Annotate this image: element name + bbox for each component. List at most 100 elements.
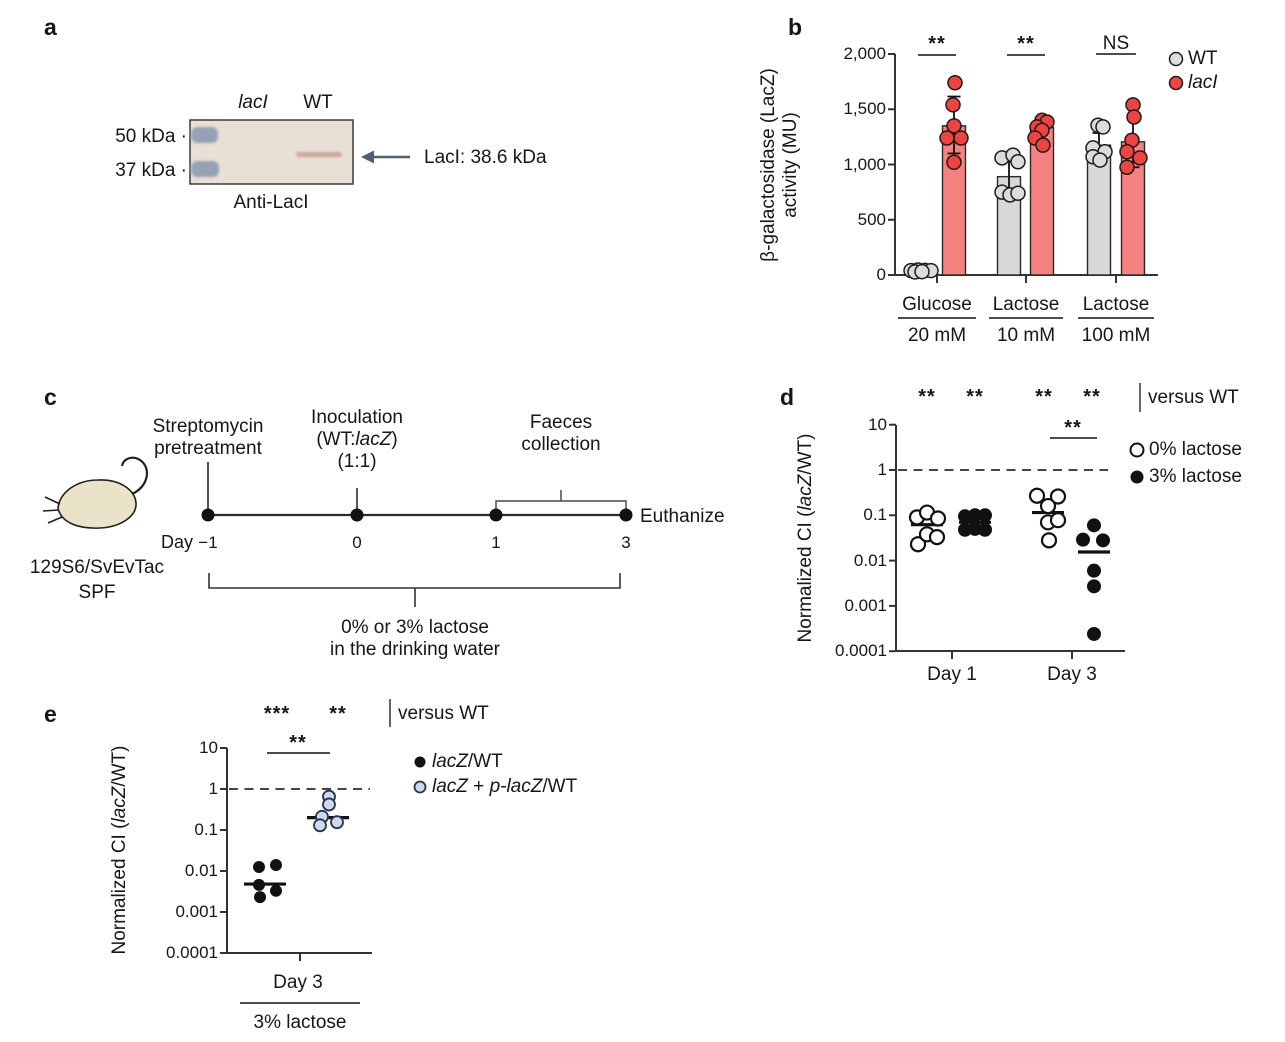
panel-e-sig-1: ** <box>329 703 347 725</box>
panel-d-x-label-Day 3: Day 3 <box>1047 664 1097 685</box>
panel-e-y-axis-title: Normalized CI (lacZ/WT) <box>109 745 130 955</box>
panel-b-y-tick-label-1,500: 1,500 <box>843 99 886 119</box>
panel-d-legend-label-0: 0% lactose <box>1149 439 1242 460</box>
lactose-period-bracket <box>208 573 621 589</box>
panel-b-letter: b <box>788 14 803 40</box>
lane-label-wt: WT <box>303 92 333 113</box>
panel-d-y-tick-label-0.0001: 0.0001 <box>835 641 887 661</box>
data-point-WT <box>1010 185 1026 201</box>
panel-b-group-label-Lactose: Lactose <box>1082 294 1150 315</box>
data-point-open <box>1049 512 1067 529</box>
panel-d-y-tick-label-1: 1 <box>877 460 887 479</box>
data-point-filled <box>978 522 992 537</box>
panel-b-legend-marker-WT <box>1168 51 1184 67</box>
day-tick-0: 0 <box>352 533 362 552</box>
faeces-line1: Faeces <box>529 412 593 433</box>
data-point-open <box>1049 488 1067 505</box>
water-line2: in the drinking water <box>329 639 501 660</box>
panel-b-conc-label-100 mM: 100 mM <box>1081 325 1151 346</box>
panel-d-y-tick-label-0.1: 0.1 <box>863 505 887 525</box>
panel-d-x-label-Day 1: Day 1 <box>927 664 977 685</box>
strain-line2: SPF <box>78 582 116 603</box>
faeces-collection-bracket <box>495 500 627 509</box>
panel-d-y-axis-title: Normalized CI (lacZ/WT) <box>795 433 816 643</box>
panel-e-x-label: Day 3 <box>273 972 323 993</box>
mouse-strain-label: 129S6/SvEvTac SPF <box>30 555 164 605</box>
data-point-filled <box>1087 518 1101 533</box>
panel-b-y-axis-title-line2: activity (MU) <box>780 112 801 218</box>
band-annotation: LacI: 38.6 kDa <box>424 147 547 168</box>
lactose-water-note: 0% or 3% lactose in the drinking water <box>330 617 500 661</box>
data-point-lacI <box>946 118 962 134</box>
data-point-open <box>1039 497 1057 515</box>
data-point-filled <box>270 884 282 897</box>
panel-b-y-tick-label-2,000: 2,000 <box>843 44 886 63</box>
timeline-dot-day-1 <box>489 508 503 522</box>
streptomycin-line2: pretreatment <box>154 438 262 459</box>
legend-marker-blue <box>413 780 427 794</box>
data-point-filled <box>253 878 265 891</box>
legend-marker-filled <box>1130 470 1144 484</box>
panel-b-y-tick-label-0: 0 <box>876 265 886 284</box>
legend-marker-filled <box>414 756 426 768</box>
timeline-dot-day-0 <box>350 508 364 522</box>
panel-e-y-tick-label-0.01: 0.01 <box>184 861 218 880</box>
panel-b-sig-stars: ** <box>1017 33 1035 55</box>
panel-e-comparison-stars: ** <box>289 732 307 754</box>
data-point-open <box>909 536 927 553</box>
panel-c-letter: c <box>44 384 57 410</box>
data-point-open <box>929 510 947 527</box>
panel-e-y-tick-label-0.001: 0.001 <box>175 902 218 921</box>
timeline-label-streptomycin: Streptomycin pretreatment <box>153 416 264 460</box>
day-tick-3: 3 <box>621 533 631 552</box>
data-point-filled <box>968 508 982 523</box>
data-point-filled <box>254 891 266 904</box>
panel-d-sig-0: ** <box>918 386 936 408</box>
panel-e-y-tick-label-0.0001: 0.0001 <box>166 943 218 962</box>
panel-d-letter: d <box>780 384 795 410</box>
legend-marker-open <box>1129 442 1145 458</box>
panel-e-legend-label-1: lacZ + p-lacZ/WT <box>432 776 578 797</box>
panel-e-legend-label-0: lacZ/WT <box>432 751 503 772</box>
data-point-WT <box>1092 152 1108 168</box>
laci-protein-band <box>296 152 342 157</box>
water-line1: 0% or 3% lactose <box>341 617 489 638</box>
data-point-lacI <box>939 130 955 146</box>
panel-b-sig-stars: ** <box>928 33 946 55</box>
panel-b-conc-label-20 mM: 20 mM <box>907 325 967 346</box>
panel-b-y-tick-label-500: 500 <box>857 209 886 229</box>
lane-label-laci: lacI <box>238 92 268 113</box>
panel-d-versus-wt: versus WT <box>1148 387 1239 408</box>
panel-e-y-tick-label-10: 10 <box>199 738 218 757</box>
data-point-filled <box>1076 532 1090 547</box>
panel-b-group-label-Glucose: Glucose <box>902 294 972 315</box>
panel-b-legend-label-WT: WT <box>1188 48 1218 69</box>
data-point-blue <box>322 797 336 812</box>
panel-b-conc-label-10 mM: 10 mM <box>996 325 1056 346</box>
faeces-line2: collection <box>521 434 601 455</box>
timeline-dot-day-3 <box>619 508 633 522</box>
panel-e-versus-wt: versus WT <box>398 703 489 724</box>
day-axis-label: Day <box>160 532 193 552</box>
panel-b-legend-label-lacI: lacI <box>1188 72 1218 93</box>
streptomycin-line1: Streptomycin <box>152 416 264 437</box>
data-point-filled <box>978 508 992 523</box>
panel-b-legend-marker-lacI <box>1168 75 1184 91</box>
data-point-lacI <box>945 97 961 113</box>
timeline-label-inoculation: Inoculation (WT:lacZ) (1:1) <box>311 407 403 473</box>
data-point-filled <box>1087 626 1101 641</box>
day-tick-−1: −1 <box>198 533 218 552</box>
timeline-label-faeces: Faeces collection <box>521 412 600 456</box>
data-point-lacI <box>1126 109 1142 125</box>
blot-caption: Anti-LacI <box>233 192 309 213</box>
panel-e-y-tick-label-1: 1 <box>208 779 218 798</box>
panel-d-sig-1: ** <box>966 386 984 408</box>
data-point-open <box>1040 532 1058 549</box>
data-point-lacI <box>947 74 963 91</box>
data-point-filled <box>253 861 265 874</box>
timeline-dot-day-−1 <box>201 508 215 522</box>
ladder-band-50kda <box>191 127 218 143</box>
data-point-lacI <box>953 130 969 146</box>
